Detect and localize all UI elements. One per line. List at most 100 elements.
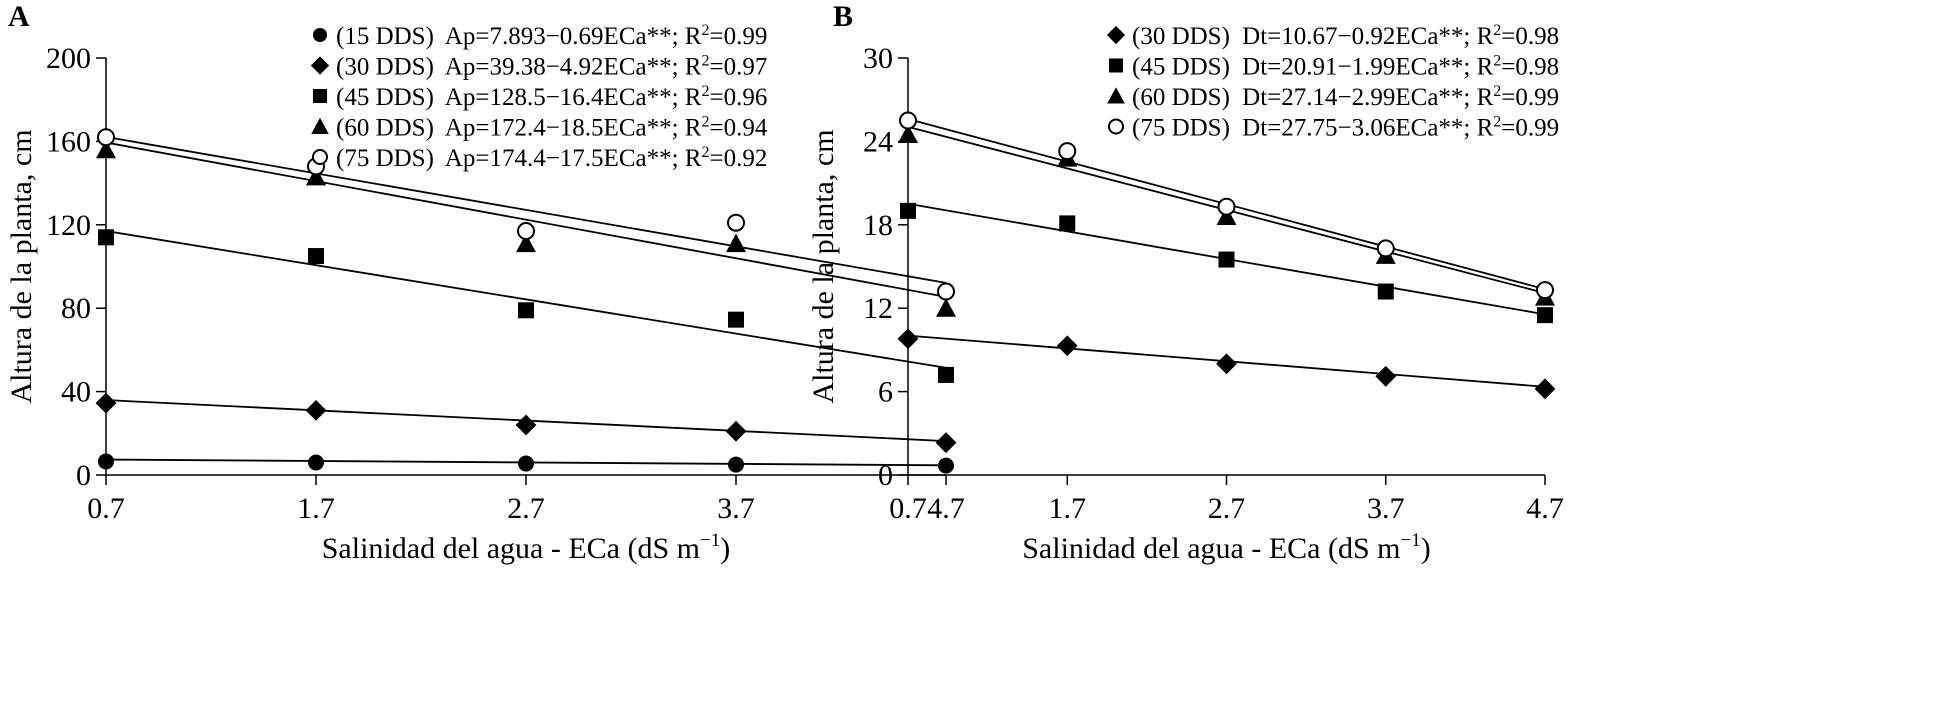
data-point-a-2 bbox=[98, 229, 114, 246]
data-point-b-3 bbox=[899, 111, 917, 130]
chart-panel-b: B 0 6 12 18 24 30 0.7 1.7 2.7 3.7 4.7 Salinidad del … bbox=[807, 0, 1949, 706]
legend-label-b-2: (60 DDS) Dt=27.14−2.99ECa**; R2=0.99 bbox=[1132, 83, 1559, 111]
legend-equation-a: Ap=174.4−17.5ECa**; R bbox=[445, 145, 702, 172]
data-point-a-1 bbox=[95, 392, 117, 414]
data-point-b-0 bbox=[1056, 335, 1078, 357]
legend-marker-b-1 bbox=[1109, 58, 1123, 73]
x-tick-label-b: 0.7 bbox=[889, 492, 927, 525]
legend-marker-a-1 bbox=[310, 56, 330, 75]
x-axis-title-b: Salinidad del agua - ECa (dS m−1) bbox=[1022, 530, 1430, 565]
x-axis-title-a: Salinidad del agua - ECa (dS m−1) bbox=[322, 530, 730, 565]
legend-r2-value-a: =0.94 bbox=[709, 115, 767, 142]
legend-label-b-0: (30 DDS) Dt=10.67−0.92ECa**; R2=0.98 bbox=[1132, 22, 1559, 50]
x-tick-label-b: 2.7 bbox=[1208, 492, 1246, 525]
data-point-b-1 bbox=[1059, 215, 1076, 232]
y-tick-label-b: 0 bbox=[878, 459, 893, 492]
data-point-a-0 bbox=[938, 457, 954, 474]
x-axis-title-end-b: ) bbox=[1421, 532, 1431, 565]
legend-equation-a: Ap=172.4−18.5ECa**; R bbox=[445, 115, 702, 142]
data-point-b-3 bbox=[1376, 239, 1395, 258]
x-axis-title-main-a: Salinidad del agua - ECa (dS m bbox=[322, 532, 700, 565]
data-point-b-1 bbox=[1377, 283, 1394, 300]
fit-line-a-2 bbox=[105, 230, 947, 369]
data-point-b-0 bbox=[1375, 365, 1397, 387]
y-tick-label-a: 80 bbox=[61, 292, 91, 325]
legend-label-a-0: (15 DDS) Ap=7.893−0.69ECa**; R2=0.99 bbox=[336, 22, 767, 50]
chart-panel-a: A 0 40 80 120 160 200 0.7 1.7 2.7 3.7 4.7 Salinidad … bbox=[5, 0, 965, 565]
legend-r2-value-a: =0.99 bbox=[709, 23, 767, 50]
y-axis-title-b: Altura de la planta, cm bbox=[807, 129, 840, 403]
legend-r2-value-b: =0.98 bbox=[1501, 23, 1559, 50]
y-tick-label-b: 30 bbox=[863, 42, 893, 75]
legend-r2-sup-a: 2 bbox=[701, 83, 709, 100]
y-axis-title-a: Altura de la planta, cm bbox=[5, 129, 38, 403]
data-point-a-4 bbox=[517, 222, 535, 241]
y-tick-label-a: 0 bbox=[76, 459, 91, 492]
x-tick-label-b: 3.7 bbox=[1367, 492, 1405, 525]
data-point-a-4 bbox=[937, 282, 955, 301]
y-tick-label-a: 160 bbox=[46, 125, 91, 158]
legend-r2-sup-b: 2 bbox=[1493, 53, 1501, 70]
y-tick-label-a: 200 bbox=[46, 42, 91, 75]
legend-name-b: (75 DDS) bbox=[1132, 115, 1236, 142]
x-tick-label-a: 1.7 bbox=[297, 492, 335, 525]
legend-r2-value-a: =0.92 bbox=[709, 145, 767, 172]
x-tick-label-a: 3.7 bbox=[717, 492, 755, 525]
legend-r2-sup-a: 2 bbox=[701, 114, 709, 131]
x-tick-label-a: 2.7 bbox=[507, 492, 545, 525]
legend-r2-sup-a: 2 bbox=[701, 22, 709, 39]
fit-line-a-3 bbox=[105, 141, 947, 298]
x-tick-label-b: 1.7 bbox=[1049, 492, 1087, 525]
data-point-a-1 bbox=[725, 420, 747, 442]
x-axis-title-sup-b: −1 bbox=[1401, 530, 1421, 551]
legend-name-a: (30 DDS) bbox=[336, 54, 439, 81]
data-point-a-3 bbox=[516, 233, 536, 253]
data-point-b-3 bbox=[1058, 142, 1077, 161]
legend-name-a: (75 DDS) bbox=[336, 145, 439, 172]
data-point-b-3 bbox=[1217, 197, 1236, 216]
legend-label-b-1: (45 DDS) Dt=20.91−1.99ECa**; R2=0.98 bbox=[1132, 53, 1559, 81]
data-point-a-2 bbox=[938, 366, 954, 383]
data-point-a-4 bbox=[727, 213, 745, 232]
legend-marker-b-3 bbox=[1108, 118, 1124, 135]
data-point-a-3 bbox=[96, 139, 116, 159]
legend-marker-a-4 bbox=[312, 149, 328, 165]
legend-r2-sup-b: 2 bbox=[1493, 83, 1501, 100]
data-point-b-1 bbox=[1537, 307, 1553, 324]
legend-equation-a: Ap=7.893−0.69ECa**; R bbox=[445, 23, 702, 50]
legend-label-a-1: (30 DDS) Ap=39.38−4.92ECa**; R2=0.97 bbox=[336, 53, 767, 81]
legend-r2-value-a: =0.97 bbox=[709, 54, 767, 81]
data-point-a-1 bbox=[935, 432, 957, 454]
legend-r2-sup-b: 2 bbox=[1493, 22, 1501, 39]
data-point-a-3 bbox=[726, 233, 746, 253]
legend-equation-b: Dt=10.67−0.92ECa**; R bbox=[1242, 23, 1493, 50]
data-point-b-0 bbox=[1216, 353, 1237, 375]
x-axis-title-sup-a: −1 bbox=[700, 530, 720, 551]
legend-equation-b: Dt=27.75−3.06ECa**; R bbox=[1242, 115, 1493, 142]
legend-marker-a-2 bbox=[313, 89, 327, 103]
legend-marker-b-0 bbox=[1106, 25, 1126, 45]
panel-letter-b: B bbox=[833, 0, 853, 33]
data-point-a-1 bbox=[515, 414, 537, 436]
legend-r2-value-b: =0.99 bbox=[1501, 115, 1559, 142]
x-axis-title-end-a: ) bbox=[720, 532, 730, 565]
legend-marker-a-3 bbox=[311, 117, 329, 134]
legend-name-a: (60 DDS) bbox=[336, 115, 439, 142]
data-point-a-3 bbox=[306, 166, 326, 186]
legend-equation-b: Dt=27.14−2.99ECa**; R bbox=[1242, 84, 1493, 111]
data-point-a-0 bbox=[308, 454, 324, 471]
x-tick-label-a: 0.7 bbox=[87, 492, 125, 525]
fit-line-a-4 bbox=[105, 136, 947, 284]
legend-name-b: (30 DDS) bbox=[1132, 23, 1236, 50]
legend-label-a-4: (75 DDS) Ap=174.4−17.5ECa**; R2=0.92 bbox=[336, 144, 767, 172]
data-point-a-0 bbox=[98, 453, 114, 470]
legend-marker-a-0 bbox=[313, 28, 327, 42]
legend-equation-a: Ap=39.38−4.92ECa**; R bbox=[445, 54, 702, 81]
data-point-a-2 bbox=[518, 302, 534, 319]
panel-letter-a: A bbox=[8, 0, 30, 33]
y-tick-label-a: 40 bbox=[61, 376, 91, 409]
data-point-a-3 bbox=[936, 298, 956, 317]
y-tick-label-b: 18 bbox=[863, 209, 893, 242]
data-point-a-0 bbox=[728, 456, 744, 473]
